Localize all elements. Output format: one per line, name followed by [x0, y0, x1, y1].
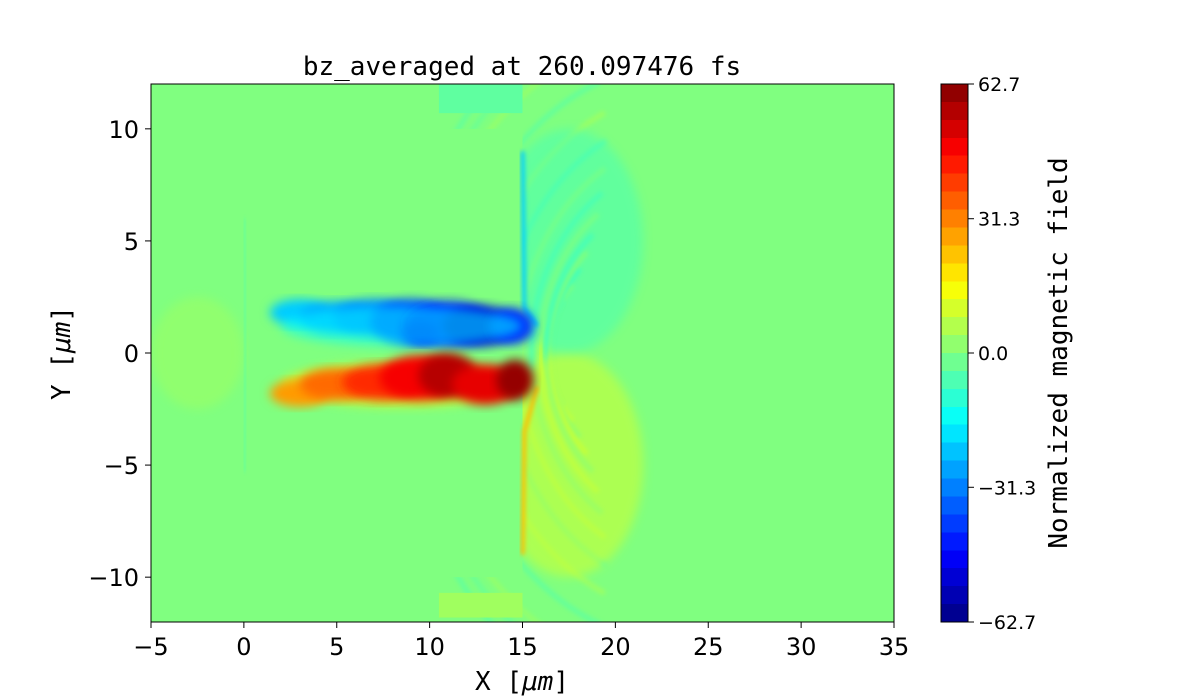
colorbar-label: Normalized magnetic field	[1044, 157, 1074, 548]
x-tick-label: 15	[507, 633, 538, 661]
y-tick-label: 0	[124, 340, 139, 368]
slab-edge-top	[520, 151, 539, 328]
colorbar-ticks: −62.7 −31.3 0.0 31.3 62.7	[968, 74, 1036, 634]
x-tick-label: 10	[414, 633, 445, 661]
x-tick-label: 20	[600, 633, 631, 661]
colorbar-gradient	[941, 84, 968, 622]
x-tick-label: 25	[693, 633, 724, 661]
colorbar-tick-label: −31.3	[978, 477, 1036, 499]
positive-band-blob	[496, 359, 534, 401]
slab-edge-left	[242, 218, 248, 472]
wake-upper	[494, 128, 644, 353]
x-axis: −5 0 5 10 15 20 25 30 35	[133, 622, 909, 661]
x-tick-label: 30	[786, 633, 817, 661]
y-tick-label: −10	[88, 564, 139, 592]
colorbar-tick-label: 0.0	[978, 343, 1008, 365]
y-tick-label: 5	[124, 228, 139, 256]
field-layer	[151, 84, 644, 622]
y-tick-label: 10	[108, 116, 139, 144]
colorbar-tick-label: −62.7	[978, 612, 1036, 634]
target-slab	[249, 128, 523, 578]
negative-band-halo	[281, 305, 523, 347]
slab-edge-bottom	[520, 386, 540, 555]
y-axis-label: Y [μm]	[47, 306, 77, 400]
slab-top-lip	[438, 84, 523, 114]
x-axis-label: X [μm]	[475, 667, 569, 697]
y-tick-label: −5	[104, 452, 139, 480]
x-tick-label: 35	[879, 633, 910, 661]
x-tick-label: −5	[133, 633, 168, 661]
chart-title: bz_averaged at 260.097476 fs	[303, 52, 741, 82]
colorbar: −62.7 −31.3 0.0 31.3 62.7 Normalized magneti…	[940, 74, 1074, 634]
slab-bottom-lip	[438, 592, 523, 618]
colorbar-tick-label: 31.3	[978, 209, 1020, 231]
plot-area	[151, 84, 894, 622]
left-disturbance	[151, 296, 244, 410]
y-axis: −10 −5 0 5 10	[88, 116, 151, 592]
colorbar-tick-label: 62.7	[978, 74, 1020, 96]
x-tick-label: 0	[236, 633, 251, 661]
x-tick-label: 5	[329, 633, 344, 661]
